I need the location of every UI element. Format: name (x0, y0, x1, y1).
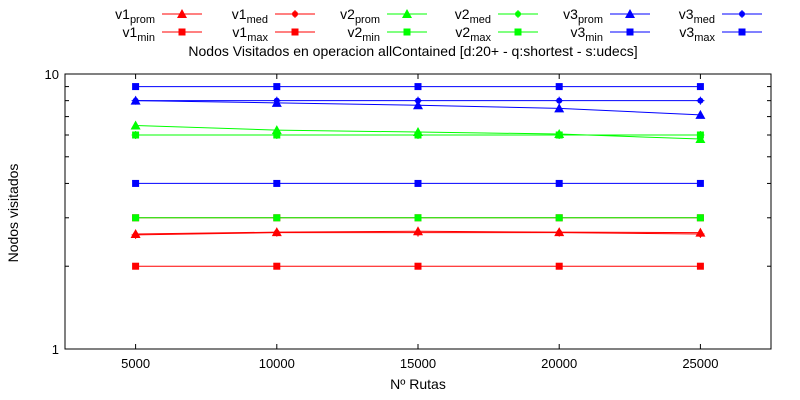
point-v2prom (130, 120, 141, 130)
point-v1med (131, 230, 140, 239)
legend-label: v2med (455, 6, 491, 26)
legend-label: v3prom (563, 6, 603, 26)
legend-marker (514, 28, 522, 36)
point-v3med (414, 96, 422, 105)
point-v2min (555, 214, 563, 222)
series-v1min (132, 262, 704, 270)
legend-entry-v1min: v1min (122, 24, 202, 44)
point-v2min (273, 214, 281, 222)
point-v1min (696, 262, 704, 270)
legend-entry-v2prom: v2prom (340, 6, 427, 26)
point-v3prom (695, 109, 706, 119)
point-v3med (555, 96, 564, 105)
point-v1min (273, 262, 281, 270)
point-v3prom (413, 100, 423, 110)
legend-marker (514, 10, 522, 18)
legend-marker (738, 28, 746, 36)
legend-label: v1prom (115, 6, 155, 26)
legend-entry-v3prom: v3prom (563, 6, 650, 26)
point-v2max (696, 131, 704, 139)
point-v3max (414, 83, 422, 91)
legend-entry-v2max: v2max (455, 24, 538, 44)
point-v1med (272, 228, 281, 237)
legend-label: v2max (455, 24, 491, 44)
legend-marker (291, 28, 299, 36)
point-v3max (696, 83, 704, 91)
x-tick-label: 15000 (400, 356, 436, 371)
point-v3med (131, 96, 140, 105)
point-v3prom (554, 103, 565, 113)
point-v1med (414, 228, 422, 237)
legend-marker (403, 28, 411, 36)
series-v3med (131, 96, 705, 105)
y-axis-label: Nodos visitados (5, 164, 21, 263)
y-tick-label: 1 (52, 342, 59, 357)
point-v3min (555, 179, 563, 187)
x-tick-label: 10000 (259, 356, 295, 371)
legend-entry-v1prom: v1prom (115, 6, 202, 26)
legend-marker (738, 10, 746, 18)
point-v3med (272, 96, 281, 105)
legend-label: v3max (679, 24, 715, 44)
legend-entry-v1max: v1max (232, 24, 315, 44)
series-layer (130, 83, 706, 270)
point-v2max (414, 131, 422, 139)
axes: 5000 10000 15000 20000 25000 1 10 (45, 67, 771, 371)
legend-label: v1min (122, 24, 155, 44)
point-v1med (696, 229, 705, 238)
legend-entry-v2min: v2min (347, 24, 427, 44)
legend-marker (291, 10, 299, 18)
chart-title: Nodos Visitados en operacion allContaine… (188, 43, 637, 59)
point-v3max (132, 83, 140, 91)
point-v1min (132, 262, 140, 270)
x-tick-label: 20000 (541, 356, 577, 371)
point-v3min (273, 179, 281, 187)
x-axis-label: Nº Rutas (390, 376, 446, 392)
point-v2min (132, 214, 140, 222)
point-v1min (414, 262, 422, 270)
plot-area (64, 73, 772, 350)
legend-entry-v3max: v3max (679, 24, 762, 44)
x-tick-label: 5000 (121, 356, 150, 371)
point-v3max (273, 83, 281, 91)
series-v1med (131, 228, 705, 239)
legend-marker (177, 9, 187, 18)
series-v3max (132, 83, 704, 91)
point-v3max (555, 83, 563, 91)
point-v2max (555, 131, 563, 139)
legend-label: v2min (347, 24, 380, 44)
series-v3min (132, 179, 704, 187)
point-v3med (696, 96, 705, 105)
legend-label: v3min (570, 24, 603, 44)
point-v2max (132, 131, 140, 139)
legend-entry-v3min: v3min (570, 24, 650, 44)
point-v2max (273, 131, 281, 139)
point-v1med (555, 228, 564, 237)
legend-marker (178, 28, 186, 36)
point-v3min (696, 179, 704, 187)
point-v2min (696, 214, 704, 222)
point-v3min (414, 179, 422, 187)
point-v2min (414, 214, 422, 222)
point-v3min (132, 179, 140, 187)
legend-marker (625, 9, 635, 18)
legend-marker (402, 9, 412, 18)
legend-entry-v2med: v2med (455, 6, 538, 26)
legend-label: v3med (679, 6, 715, 26)
plot-frame (64, 73, 772, 350)
series-v2max (132, 131, 704, 139)
y-tick-label: 10 (45, 67, 59, 82)
legend-label: v2prom (340, 6, 380, 26)
series-v2min (132, 214, 704, 222)
legend-label: v1max (232, 24, 268, 44)
x-tick-label: 25000 (682, 356, 718, 371)
legend-marker (626, 28, 634, 36)
legend-label: v1med (232, 6, 268, 26)
point-v1min (555, 262, 563, 270)
legend: v1prom v1med v2prom v2med v3prom v3med v1min v1… (115, 6, 762, 44)
legend-entry-v1med: v1med (232, 6, 315, 26)
legend-entry-v3med: v3med (679, 6, 762, 26)
